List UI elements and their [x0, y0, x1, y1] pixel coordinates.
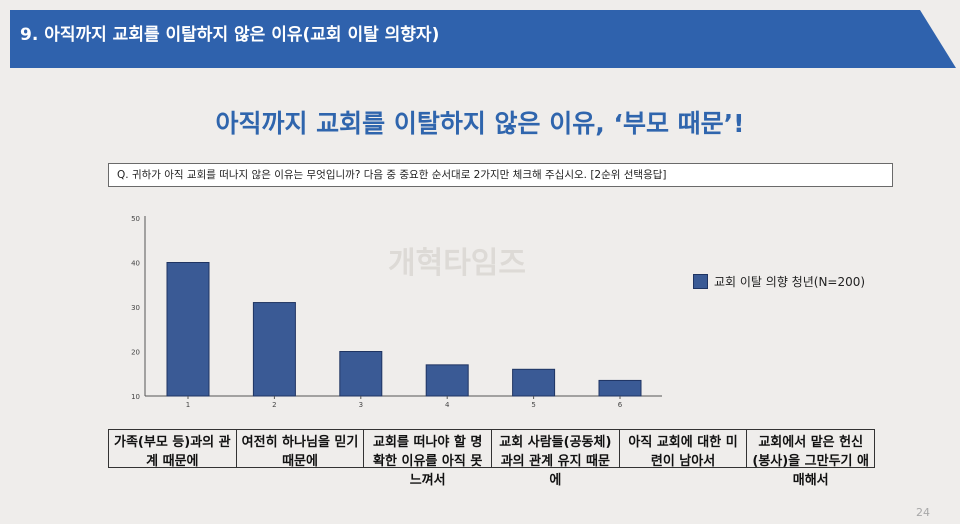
bar	[252, 302, 296, 397]
header-banner	[10, 10, 956, 68]
category-label: 아직 교회에 대한 미련이 남아서	[618, 429, 747, 469]
watermark-text: 개혁타임즈	[388, 246, 526, 281]
y-tick-label: 30	[131, 304, 140, 312]
category-label: 교회에서 맡은 헌신(봉사)을 그만두기 애매해서	[746, 429, 876, 488]
y-tick-label: 10	[131, 393, 140, 401]
section-title: 9. 아직까지 교회를 이탈하지 않은 이유(교회 이탈 의향자)	[20, 25, 440, 45]
legend-label: 교회 이탈 의향 청년(N=200)	[714, 275, 866, 289]
x-tick-label: 5	[531, 401, 535, 409]
category-label: 교회를 떠나야 할 명확한 이유를 아직 못 느껴서	[363, 429, 492, 488]
headline: 아직까지 교회를 이탈하지 않은 이유, ‘부모 때문’!	[215, 109, 745, 138]
bar	[512, 368, 556, 397]
x-tick-label: 2	[272, 401, 276, 409]
category-label: 여전히 하나님을 믿기 때문에	[235, 429, 364, 469]
x-tick-label: 4	[445, 401, 450, 409]
bar	[598, 379, 642, 397]
y-tick-label: 20	[131, 349, 140, 357]
y-tick-label: 50	[131, 215, 140, 223]
survey-question: Q. 귀하가 아직 교회를 떠나지 않은 이유는 무엇입니까? 다음 중 중요한…	[108, 163, 893, 187]
chart-legend: 교회 이탈 의향 청년(N=200)	[693, 273, 865, 290]
x-tick-label: 3	[359, 401, 363, 409]
watermark-logo: 개혁타임즈	[388, 238, 526, 282]
x-tick-label: 6	[618, 401, 623, 409]
y-tick-label: 40	[131, 260, 140, 268]
category-label: 교회 사람들(공동체)과의 관계 유지 때문에	[491, 429, 619, 488]
legend-swatch	[693, 274, 708, 289]
x-tick-label: 1	[186, 401, 190, 409]
page-number: 24	[916, 506, 930, 519]
category-label-table: 가족(부모 등)과의 관계 때문에 여전히 하나님을 믿기 때문에 교회를 떠나…	[108, 429, 876, 488]
category-label: 가족(부모 등)과의 관계 때문에	[108, 429, 236, 469]
bar	[339, 351, 383, 397]
bar	[425, 364, 469, 397]
bar	[166, 262, 210, 397]
